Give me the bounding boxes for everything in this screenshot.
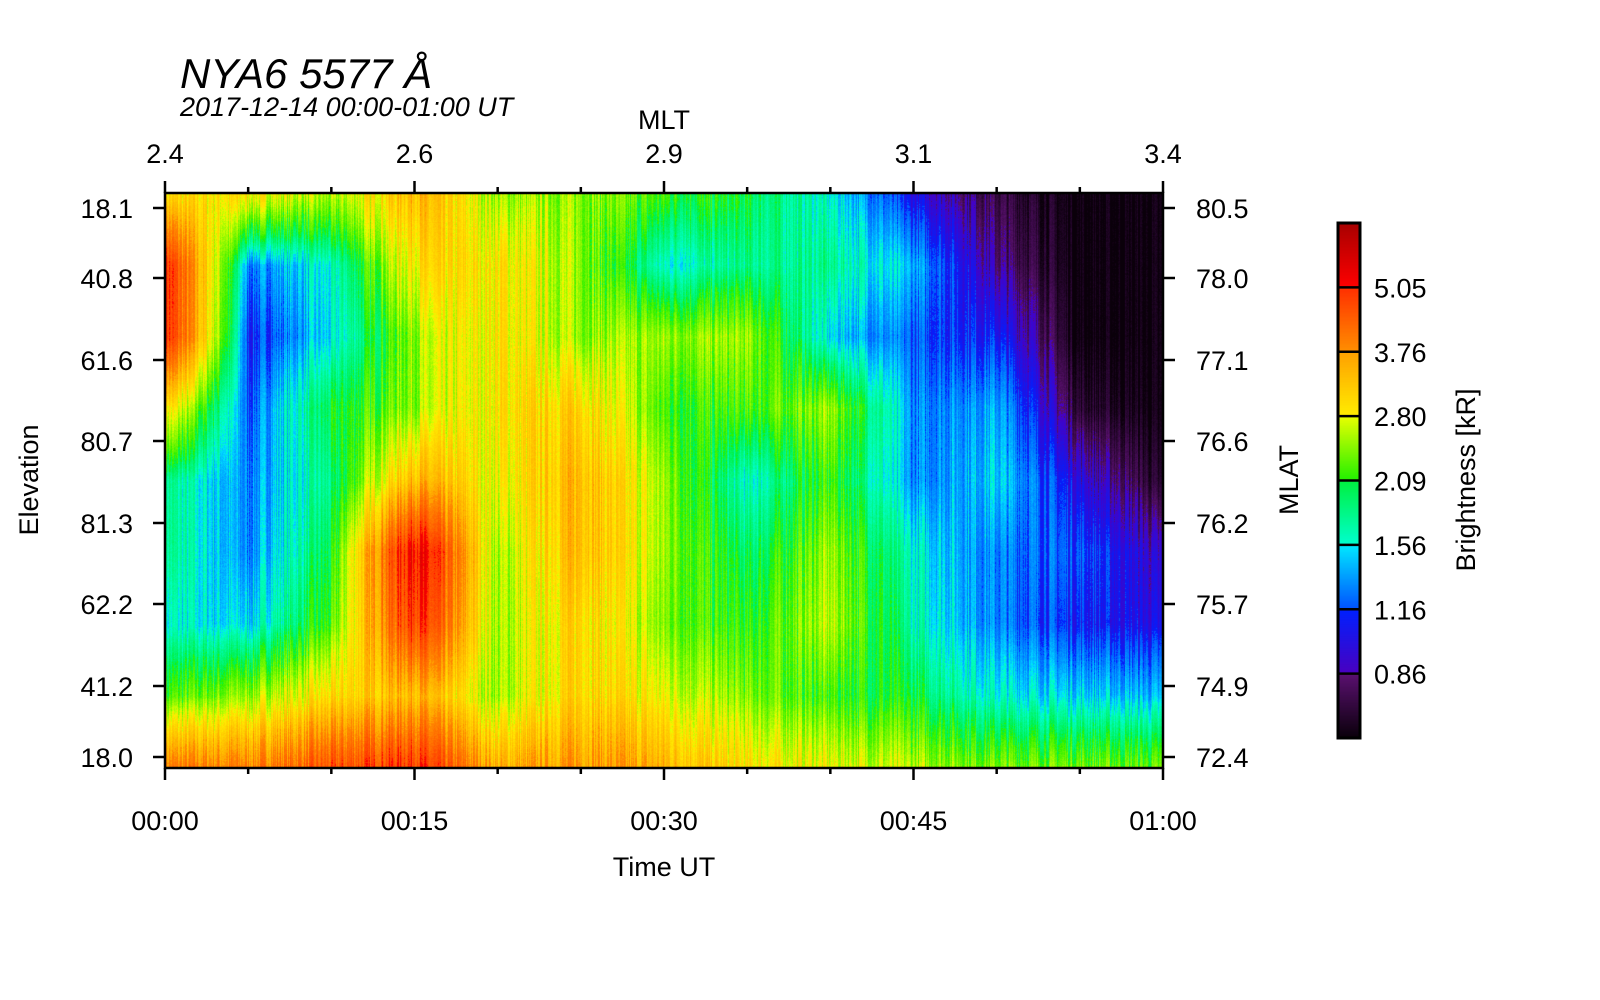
top-tick-label: 2.6: [396, 139, 434, 169]
colorbar-label: Brightness [kR]: [1451, 388, 1481, 571]
right-tick-label: 74.9: [1196, 672, 1249, 702]
top-axis-label: MLT: [638, 105, 690, 135]
y-tick-label: 18.1: [80, 194, 133, 224]
colorbar-tick-label: 5.05: [1374, 273, 1427, 303]
y-tick-label: 18.0: [80, 743, 133, 773]
right-tick-label: 76.6: [1196, 427, 1249, 457]
y-tick-label: 40.8: [80, 264, 133, 294]
chart-subtitle: 2017-12-14 00:00-01:00 UT: [179, 92, 516, 122]
y-tick-label: 80.7: [80, 427, 133, 457]
top-tick-label: 3.4: [1144, 139, 1182, 169]
plot-frame: [163, 191, 1165, 770]
colorbar-tick-label: 0.86: [1374, 660, 1427, 690]
chart-title: NYA6 5577 Å: [180, 50, 432, 97]
y-tick-label: 41.2: [80, 672, 133, 702]
colorbar-ticks: 5.05 3.76 2.80 2.09 1.56 1.16 0.86: [1338, 273, 1427, 690]
keogram-heatmap: [165, 193, 1163, 768]
y-axis-label: Elevation: [14, 424, 44, 535]
right-tick-label: 75.7: [1196, 590, 1249, 620]
bottom-tick-labels: 00:00 00:15 00:30 00:45 01:00: [131, 806, 1197, 836]
right-tick-label: 80.5: [1196, 194, 1249, 224]
y-tick-label: 61.6: [80, 346, 133, 376]
x-tick-label: 00:00: [131, 806, 199, 836]
right-tick-label: 76.2: [1196, 509, 1249, 539]
x-axis-label: Time UT: [613, 852, 716, 882]
top-tick-label: 2.9: [645, 139, 683, 169]
top-tick-label: 2.4: [146, 139, 184, 169]
y-tick-label: 62.2: [80, 590, 133, 620]
colorbar-tick-label: 2.80: [1374, 402, 1427, 432]
x-tick-label: 00:30: [630, 806, 698, 836]
y-tick-label: 81.3: [80, 509, 133, 539]
right-tick-label: 72.4: [1196, 743, 1249, 773]
x-tick-label: 00:45: [880, 806, 948, 836]
colorbar-tick-label: 3.76: [1374, 338, 1427, 368]
right-tick-labels: 80.5 78.0 77.1 76.6 76.2 75.7 74.9 72.4: [1196, 194, 1249, 773]
tick-marks: [153, 181, 1175, 780]
top-tick-labels: 2.4 2.6 2.9 3.1 3.4: [146, 139, 1182, 169]
right-tick-label: 78.0: [1196, 264, 1249, 294]
colorbar-tick-label: 1.56: [1374, 531, 1427, 561]
right-tick-label: 77.1: [1196, 346, 1249, 376]
left-tick-labels: 18.1 40.8 61.6 80.7 81.3 62.2 41.2 18.0: [80, 194, 133, 773]
right-axis-label: MLAT: [1274, 445, 1304, 515]
x-tick-label: 01:00: [1129, 806, 1197, 836]
colorbar-tick-label: 2.09: [1374, 467, 1427, 497]
x-tick-label: 00:15: [381, 806, 449, 836]
colorbar-tick-label: 1.16: [1374, 595, 1427, 625]
top-tick-label: 3.1: [895, 139, 933, 169]
